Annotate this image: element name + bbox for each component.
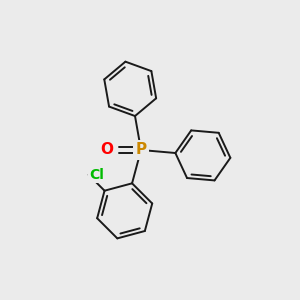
Text: P: P (135, 142, 147, 158)
Text: Cl: Cl (90, 168, 104, 182)
Text: O: O (100, 142, 114, 158)
